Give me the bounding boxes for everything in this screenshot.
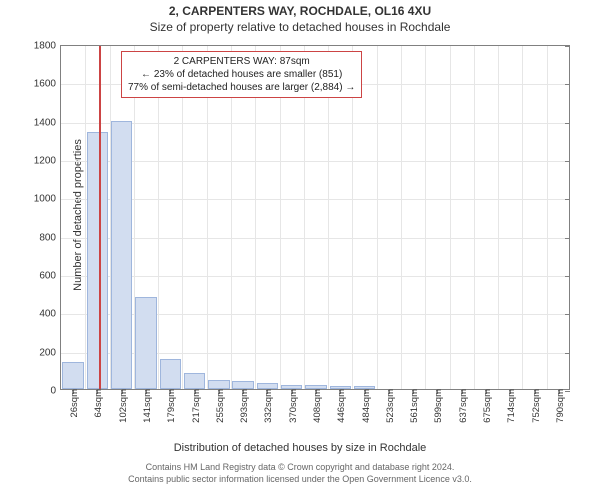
y-tick-mark: [565, 123, 570, 124]
marker-annotation-box: 2 CARPENTERS WAY: 87sqm ← 23% of detache…: [121, 51, 362, 98]
histogram-bar: [208, 380, 229, 389]
x-tick-label: 408sqm: [309, 389, 323, 423]
x-tick-label: 141sqm: [139, 389, 153, 423]
y-tick-mark: [565, 314, 570, 315]
histogram-bar: [232, 381, 253, 389]
y-tick-label: 1800: [34, 41, 61, 52]
x-tick-label: 714sqm: [503, 389, 517, 423]
grid-line-h: [61, 123, 569, 124]
grid-line-v: [401, 46, 402, 389]
y-tick-mark: [565, 238, 570, 239]
histogram-bar: [111, 121, 132, 389]
x-tick-label: 102sqm: [115, 389, 129, 423]
grid-line-v: [377, 46, 378, 389]
chart-title-address: 2, CARPENTERS WAY, ROCHDALE, OL16 4XU: [0, 4, 600, 18]
x-tick-label: 370sqm: [285, 389, 299, 423]
x-tick-label: 752sqm: [528, 389, 542, 423]
y-tick-mark: [565, 276, 570, 277]
grid-line-v: [474, 46, 475, 389]
y-tick-label: 200: [39, 347, 61, 358]
smallprint-line2: Contains public sector information licen…: [0, 474, 600, 486]
grid-line-h: [61, 276, 569, 277]
y-tick-label: 400: [39, 309, 61, 320]
y-tick-label: 600: [39, 271, 61, 282]
grid-line-v: [547, 46, 548, 389]
x-tick-label: 484sqm: [358, 389, 372, 423]
y-tick-mark: [565, 161, 570, 162]
x-axis-label: Distribution of detached houses by size …: [0, 442, 600, 454]
grid-line-v: [522, 46, 523, 389]
annotation-line2: ← 23% of detached houses are smaller (85…: [128, 68, 355, 81]
chart-subtitle: Size of property relative to detached ho…: [0, 20, 600, 34]
y-tick-mark: [565, 199, 570, 200]
chart-smallprint: Contains HM Land Registry data © Crown c…: [0, 462, 600, 485]
x-tick-label: 332sqm: [260, 389, 274, 423]
x-tick-label: 599sqm: [430, 389, 444, 423]
smallprint-line1: Contains HM Land Registry data © Crown c…: [0, 462, 600, 474]
x-tick-label: 561sqm: [406, 389, 420, 423]
y-tick-label: 1600: [34, 79, 61, 90]
x-tick-label: 523sqm: [382, 389, 396, 423]
x-tick-label: 675sqm: [479, 389, 493, 423]
property-marker-line: [99, 46, 101, 389]
grid-line-h: [61, 161, 569, 162]
y-tick-label: 800: [39, 232, 61, 243]
x-tick-label: 293sqm: [236, 389, 250, 423]
y-tick-label: 1200: [34, 156, 61, 167]
grid-line-v: [498, 46, 499, 389]
grid-line-v: [450, 46, 451, 389]
x-tick-label: 217sqm: [188, 389, 202, 423]
histogram-bar: [160, 359, 181, 389]
grid-line-h: [61, 238, 569, 239]
x-tick-label: 255sqm: [212, 389, 226, 423]
y-tick-mark: [565, 46, 570, 47]
x-tick-label: 446sqm: [333, 389, 347, 423]
histogram-bar: [62, 362, 83, 389]
x-tick-label: 790sqm: [552, 389, 566, 423]
grid-line-h: [61, 199, 569, 200]
x-tick-label: 26sqm: [66, 389, 80, 418]
chart-plot-area: 02004006008001000120014001600180026sqm64…: [60, 45, 570, 390]
histogram-bar: [87, 132, 108, 389]
x-tick-label: 64sqm: [90, 389, 104, 418]
y-tick-mark: [565, 84, 570, 85]
annotation-line3: 77% of semi-detached houses are larger (…: [128, 81, 355, 94]
y-tick-mark: [565, 353, 570, 354]
y-tick-label: 1000: [34, 194, 61, 205]
y-tick-label: 0: [50, 386, 61, 397]
annotation-line1: 2 CARPENTERS WAY: 87sqm: [128, 55, 355, 68]
histogram-bar: [135, 297, 156, 389]
histogram-bar: [184, 373, 205, 389]
grid-line-v: [425, 46, 426, 389]
x-tick-label: 179sqm: [163, 389, 177, 423]
x-tick-label: 637sqm: [455, 389, 469, 423]
y-tick-label: 1400: [34, 117, 61, 128]
